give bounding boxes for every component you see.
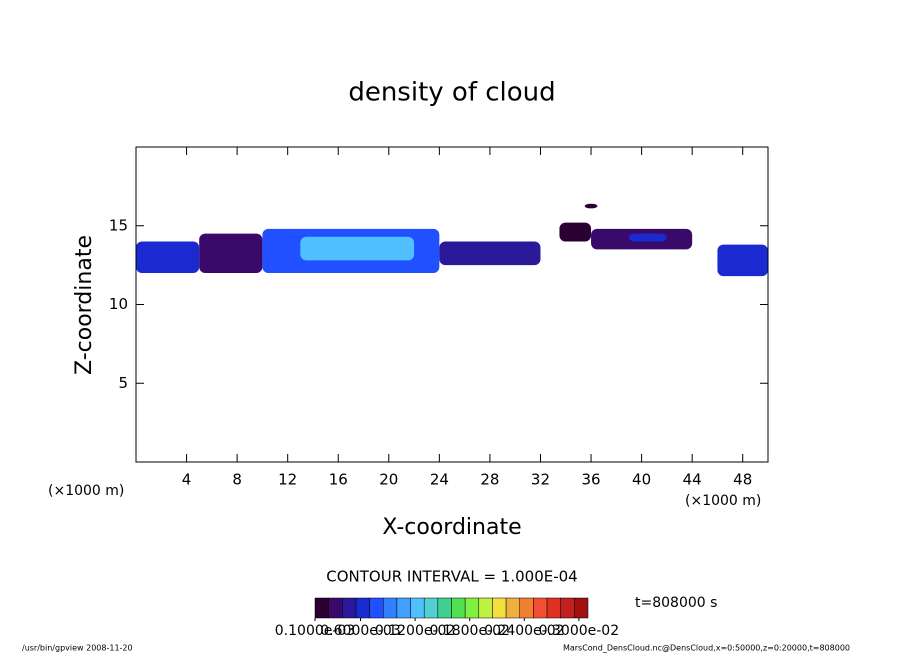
- contour-interval: CONTOUR INTERVAL = 1.000E-04: [326, 568, 577, 586]
- colorbar-swatch: [574, 597, 589, 619]
- colorbar-swatch: [533, 597, 548, 619]
- x-tick-label: 20: [379, 471, 398, 489]
- y-axis-label: Z-coordinate: [72, 235, 97, 375]
- colorbar-swatch: [560, 597, 575, 619]
- x-tick-label: 12: [278, 471, 297, 489]
- colorbar-swatch: [410, 597, 425, 619]
- colorbar-swatch: [342, 597, 357, 619]
- x-axis-label: X-coordinate: [382, 515, 521, 540]
- time-label: t=808000 s: [635, 595, 717, 611]
- colorbar-swatch: [505, 597, 521, 619]
- colorbar-swatch: [492, 597, 507, 619]
- cloud-region: [584, 203, 598, 209]
- colorbar-swatch: [396, 597, 411, 619]
- x-tick-label: 44: [683, 471, 702, 489]
- cloud-region: [628, 233, 667, 242]
- colorbar-swatch: [519, 597, 534, 619]
- footer-right: MarsCond_DensCloud.nc@DensCloud,x=0:5000…: [563, 644, 850, 653]
- colorbar-label: 0.1000e-03: [275, 623, 355, 639]
- y-tick-label: 5: [118, 374, 128, 392]
- y-tick-label: 10: [109, 295, 128, 313]
- x-unit: (×1000 m): [685, 493, 761, 509]
- plot-frame: [135, 146, 769, 463]
- x-tick-label: 24: [430, 471, 449, 489]
- colorbar-label: 0.6000e-03: [320, 623, 400, 639]
- chart-title: density of cloud: [348, 78, 555, 108]
- colorbar-swatch: [423, 597, 439, 619]
- colorbar-label: 0.3000e-02: [539, 623, 619, 639]
- colorbar-label: 0.1200e-02: [375, 623, 455, 639]
- colorbar-swatch: [383, 597, 398, 619]
- cloud-region: [559, 222, 592, 242]
- colorbar-swatch: [451, 597, 466, 619]
- colorbar-label: 0.1800e-02: [429, 623, 509, 639]
- cloud-region: [300, 236, 415, 261]
- x-tick-label: 40: [632, 471, 651, 489]
- x-tick-label: 8: [232, 471, 242, 489]
- x-tick-label: 32: [531, 471, 550, 489]
- colorbar-swatch: [437, 597, 452, 619]
- x-tick-label: 36: [581, 471, 600, 489]
- colorbar-swatch: [314, 597, 329, 619]
- x-tick-label: 16: [329, 471, 348, 489]
- colorbar-swatch: [355, 597, 370, 619]
- x-tick-label: 4: [182, 471, 192, 489]
- colorbar-swatch: [328, 597, 343, 619]
- cloud-region: [136, 241, 200, 273]
- colorbar-swatch: [478, 597, 493, 619]
- y-unit: (×1000 m): [48, 483, 124, 499]
- colorbar-swatch: [464, 597, 480, 619]
- y-tick-label: 15: [109, 216, 128, 234]
- cloud-region: [439, 241, 541, 266]
- x-tick-label: 28: [480, 471, 499, 489]
- colorbar-label: 0.2400e-02: [484, 623, 564, 639]
- cloud-region: [199, 233, 263, 273]
- colorbar-swatch: [546, 597, 561, 619]
- colorbar-swatch: [369, 597, 384, 619]
- x-tick-label: 48: [733, 471, 752, 489]
- footer-left: /usr/bin/gpview 2008-11-20: [22, 644, 133, 653]
- cloud-region: [717, 244, 768, 277]
